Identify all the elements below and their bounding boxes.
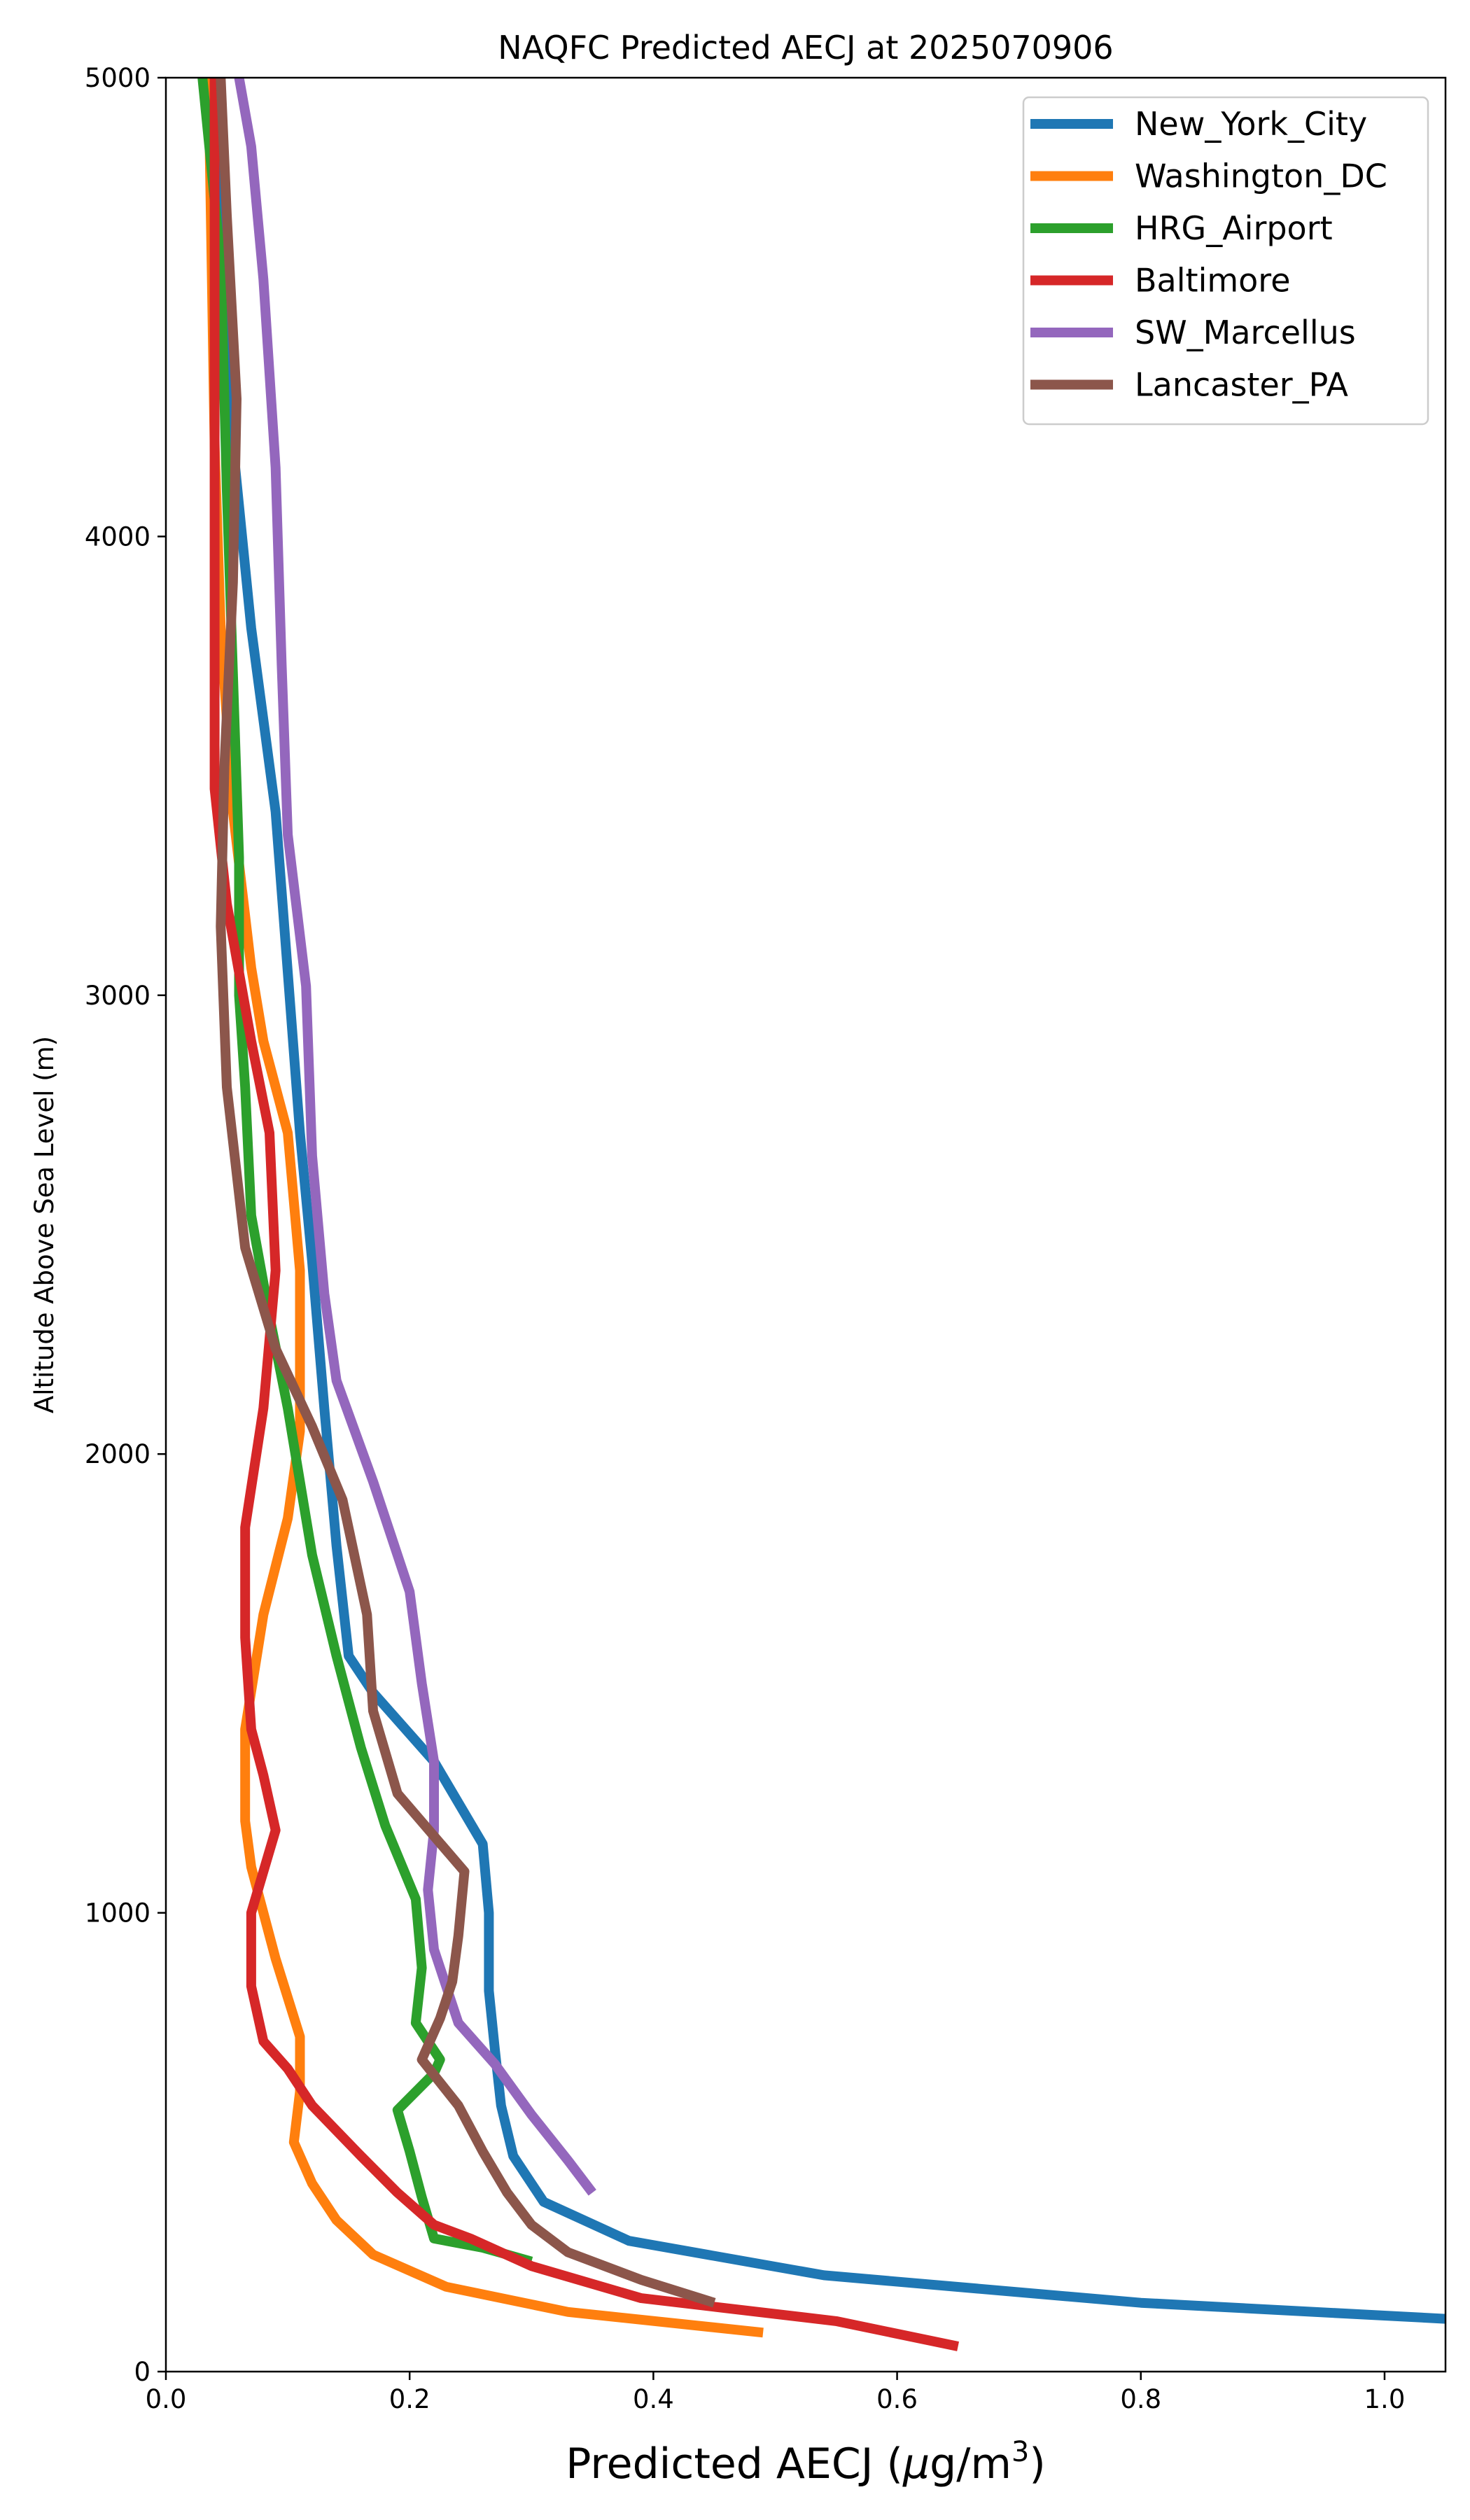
legend-label: SW_Marcellus — [1135, 314, 1356, 351]
series-line-baltimore — [209, 78, 960, 2351]
y-axis-label: Altitude Above Sea Level (m) — [29, 1036, 59, 1413]
legend-box — [1022, 96, 1429, 426]
x-axis-label-close: ) — [1029, 2440, 1045, 2488]
x-axis: 0.0 0.2 0.4 0.6 0.8 1.0 — [146, 2372, 1406, 2414]
y-tick-label: 1000 — [85, 1898, 150, 1928]
y-tick-label: 3000 — [85, 981, 150, 1011]
plot-frame — [164, 76, 1447, 2373]
y-axis: 0 1000 2000 3000 4000 5000 — [85, 63, 166, 2387]
series-line-new-york-city — [209, 78, 1446, 2324]
y-tick-label: 2000 — [85, 1439, 150, 1469]
series-line-sw-marcellus — [234, 78, 596, 2196]
x-axis-label: Predicted AECJ (μg/m3) — [566, 2436, 1046, 2488]
x-tick-label: 0.8 — [1120, 2384, 1161, 2414]
y-tick-label: 0 — [134, 2357, 150, 2387]
x-axis-label-mu: μ — [902, 2440, 930, 2488]
series-line-washington-dc — [203, 78, 764, 2338]
legend-label: Lancaster_PA — [1135, 366, 1348, 404]
legend-label: HRG_Airport — [1135, 209, 1333, 247]
y-tick-label: 5000 — [85, 63, 150, 93]
legend: New_York_City Washington_DC HRG_Airport Bal… — [1022, 96, 1429, 426]
x-tick-label: 1.0 — [1364, 2384, 1406, 2414]
x-axis-label-unit: g/m — [930, 2440, 1011, 2488]
x-axis-label-sup: 3 — [1011, 2436, 1029, 2468]
series-layer — [197, 78, 1446, 2351]
series-line-lancaster-pa — [216, 78, 716, 2308]
series-line-hrg-airport — [197, 78, 533, 2267]
legend-label: Washington_DC — [1135, 158, 1387, 195]
legend-label: New_York_City — [1135, 105, 1367, 143]
x-tick-label: 0.0 — [146, 2384, 187, 2414]
y-tick-label: 4000 — [85, 522, 150, 552]
x-tick-label: 0.6 — [876, 2384, 918, 2414]
x-tick-label: 0.2 — [389, 2384, 430, 2414]
x-tick-label: 0.4 — [633, 2384, 674, 2414]
chart-title: NAQFC Predicted AECJ at 2025070906 — [498, 29, 1113, 66]
x-axis-label-main: Predicted AECJ ( — [566, 2440, 903, 2488]
legend-label: Baltimore — [1135, 262, 1291, 300]
